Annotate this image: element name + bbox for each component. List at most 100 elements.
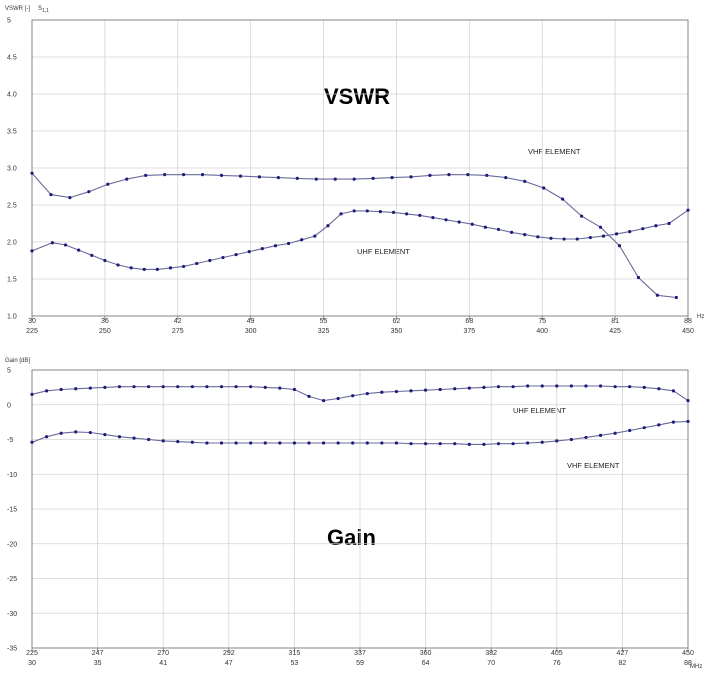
vswr-point-uhf-element [549, 236, 553, 240]
vswr-point-vhf-element [542, 186, 546, 190]
vswr-xtick-upper: 62 [393, 318, 401, 325]
vswr-point-uhf-element [77, 248, 81, 252]
vswr-point-uhf-element [50, 241, 55, 245]
gain-point-vhf-element [321, 441, 326, 445]
vswr-point-vhf-element [257, 175, 262, 179]
gain-point-vhf-element [438, 442, 442, 446]
vswr-xtick-lower: 400 [536, 328, 548, 335]
gain-ylabel: Gain [dB] [5, 358, 30, 364]
vswr-point-vhf-element [390, 176, 394, 180]
vswr-point-uhf-element [628, 230, 632, 234]
vswr-xtick-lower: 425 [609, 328, 621, 335]
gain-point-vhf-element [176, 439, 180, 444]
gain-xtick-lower: 35 [94, 660, 102, 667]
gain-point-vhf-element [190, 440, 194, 444]
gain-ytick-label: -20 [7, 541, 17, 548]
gain-point-vhf-element [598, 433, 603, 437]
gain-ytick-label: -15 [7, 507, 17, 514]
gain-point-uhf-element [234, 385, 238, 389]
vswr-xtick-upper: 36 [101, 318, 109, 325]
vswr-xtick-lower: 300 [245, 328, 257, 335]
gain-point-uhf-element [44, 389, 49, 393]
vswr-point-uhf-element [601, 234, 606, 238]
vswr-ytick-label: 2.0 [7, 240, 17, 247]
vswr-point-uhf-element [686, 208, 690, 212]
gain-point-uhf-element [409, 389, 413, 393]
gain-point-uhf-element [569, 384, 573, 388]
vswr-point-uhf-element [405, 212, 409, 216]
gain-point-vhf-element [496, 442, 501, 446]
vswr-point-uhf-element [195, 261, 199, 266]
vswr-xtick-upper: 88 [684, 318, 692, 325]
vswr-point-uhf-element [391, 210, 396, 214]
gain-point-vhf-element [263, 441, 267, 445]
gain-xtick-upper: 360 [420, 650, 432, 657]
gain-point-vhf-element [365, 441, 369, 445]
vswr-point-uhf-element [326, 224, 330, 228]
vswr-xtick-lower: 225 [26, 328, 38, 335]
gain-point-uhf-element [380, 390, 384, 394]
gain-point-uhf-element [526, 384, 530, 388]
vswr-ytick-label: 2.5 [7, 203, 17, 210]
gain-xtick-lower: 59 [356, 660, 364, 667]
gain-point-vhf-element [205, 441, 209, 445]
gain-point-uhf-element [161, 385, 165, 389]
gain-point-uhf-element [540, 384, 544, 388]
gain-point-uhf-element [190, 385, 194, 389]
vswr-x-units: Hz [697, 314, 704, 320]
vswr-xtick-upper: 30 [28, 318, 36, 325]
gain-xtick-lower: 30 [28, 660, 36, 667]
vswr-ylabel: VSWR [-] [5, 6, 30, 12]
vswr-point-uhf-element [247, 250, 251, 254]
gain-point-uhf-element [424, 388, 428, 392]
gain-point-vhf-element [103, 433, 107, 437]
gain-point-uhf-element [292, 387, 296, 392]
vswr-point-uhf-element [313, 234, 317, 238]
gain-point-vhf-element [234, 441, 238, 445]
vswr-point-vhf-element [485, 173, 489, 177]
vswr-point-vhf-element [182, 173, 186, 177]
vswr-point-uhf-element [339, 212, 343, 216]
vswr-xtick-upper: 49 [247, 318, 255, 325]
vswr-xtick-lower: 325 [318, 328, 330, 335]
vswr-point-uhf-element [155, 267, 159, 271]
vswr-point-uhf-element [510, 230, 514, 234]
gain-point-uhf-element [467, 386, 471, 390]
gain-point-uhf-element [336, 396, 340, 401]
vswr-ytick-label: 1.0 [7, 314, 17, 321]
gain-point-vhf-element [219, 441, 224, 445]
gain-xtick-lower: 53 [291, 660, 299, 667]
vswr-point-uhf-element [483, 225, 487, 229]
vswr-ytick-label: 1.5 [7, 277, 17, 284]
vswr-point-uhf-element [90, 253, 94, 257]
vswr-ytick-label: 4.5 [7, 55, 17, 62]
gain-point-uhf-element [671, 389, 676, 393]
vswr-xtick-upper: 81 [611, 318, 619, 325]
gain-point-vhf-element [292, 441, 296, 445]
gain-point-uhf-element [103, 385, 107, 389]
gain-point-uhf-element [511, 385, 515, 389]
vswr-annotation-vhf: VHF ELEMENT [528, 147, 581, 156]
gain-point-uhf-element [307, 394, 311, 399]
gain-point-uhf-element [555, 384, 559, 388]
vswr-point-uhf-element [418, 213, 422, 217]
vswr-point-uhf-element [221, 255, 225, 260]
gain-xtick-lower: 76 [553, 660, 561, 667]
gain-annotation-uhf: UHF ELEMENT [513, 406, 566, 415]
gain-point-uhf-element [321, 398, 326, 403]
vswr-xtick-upper: 42 [174, 318, 182, 325]
vswr-point-vhf-element [333, 177, 337, 181]
vswr-point-uhf-element [641, 227, 645, 231]
gain-plot-frame [31, 369, 689, 649]
vswr-point-vhf-element [655, 293, 659, 297]
gain-point-uhf-element [496, 385, 501, 389]
vswr-point-vhf-element [238, 174, 243, 178]
vswr-xtick-lower: 275 [172, 328, 184, 335]
vswr-point-vhf-element [523, 179, 527, 183]
vswr-point-vhf-element [428, 173, 432, 177]
vswr-ytick-label: 4.0 [7, 92, 17, 99]
vswr-point-uhf-element [168, 266, 173, 270]
gain-ytick-label: 5 [7, 368, 11, 375]
gain-ytick-label: -5 [7, 437, 13, 444]
